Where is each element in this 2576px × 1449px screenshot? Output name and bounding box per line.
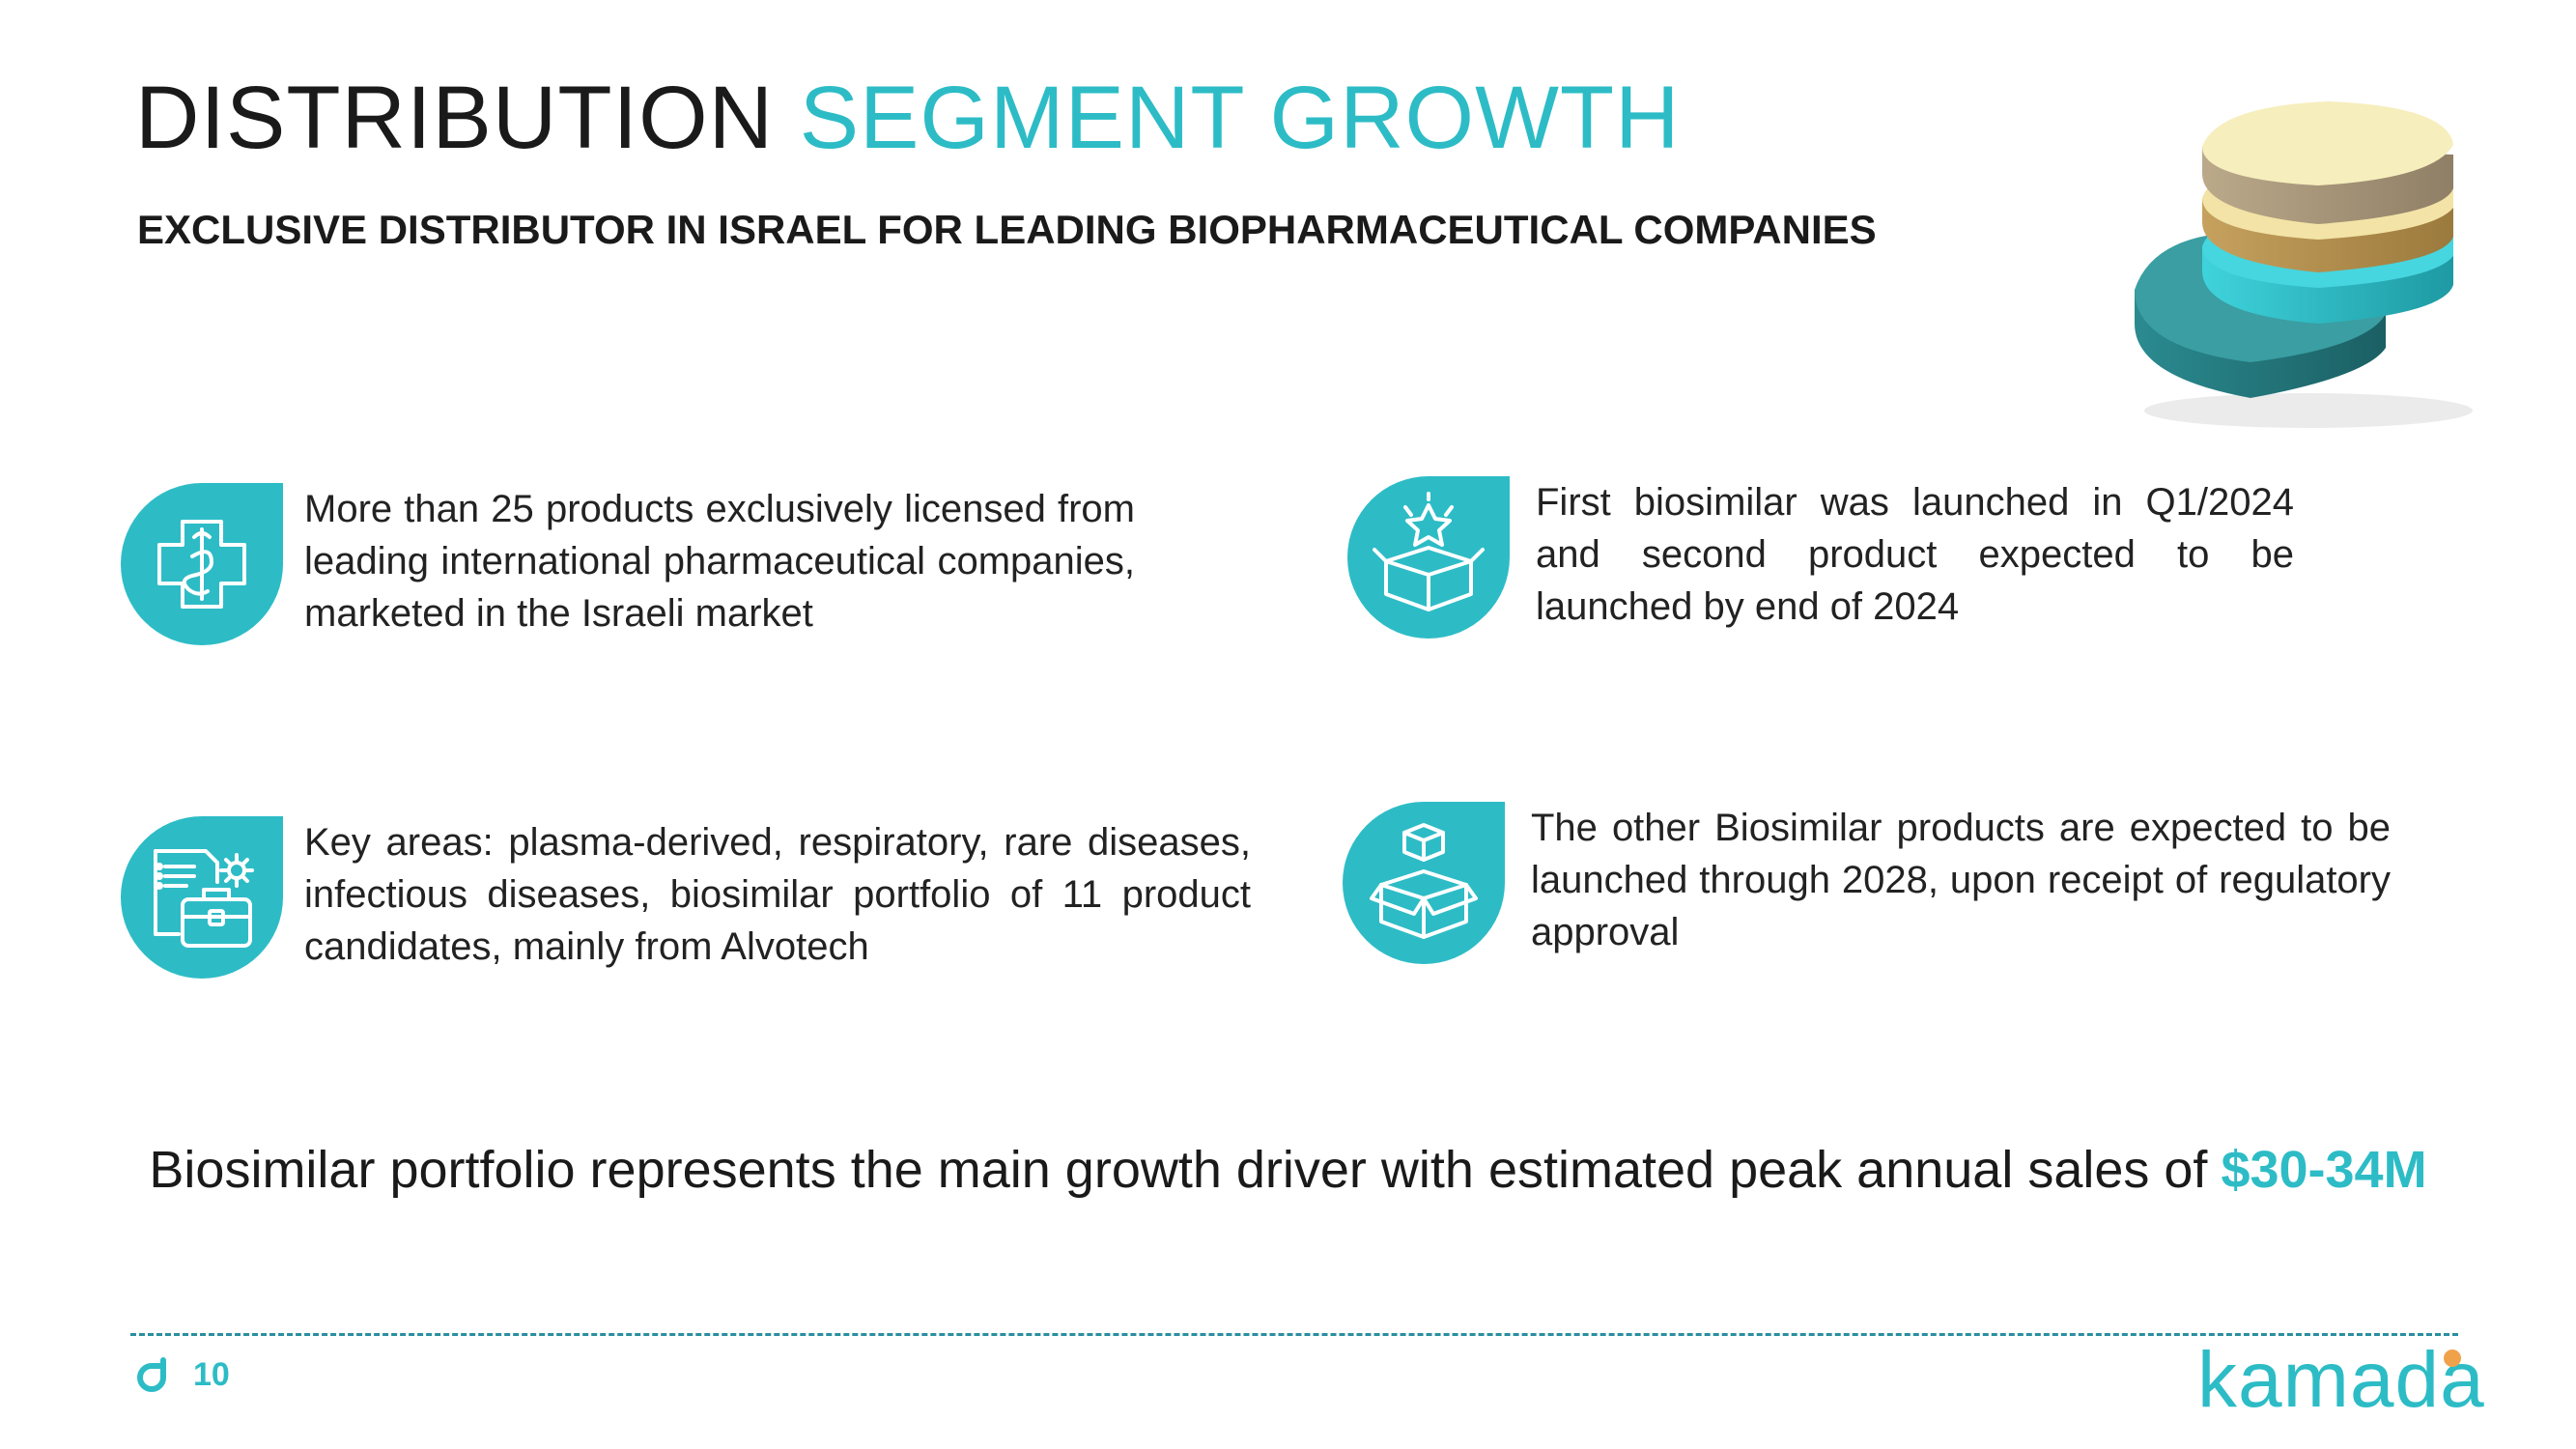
info-text-licensed-products: More than 25 products exclusively licens… [304,488,1135,635]
info-text-first-biosimilar: First biosimilar was launched in Q1/2024… [1536,481,2294,628]
growth-driver-callout: Biosimilar portfolio represents the main… [0,1140,2576,1200]
page-title: DISTRIBUTION SEGMENT GROWTH [135,69,1681,167]
info-text-other-biosimilars: The other Biosimilar products are expect… [1531,807,2391,953]
kamada-logo: kamada [2197,1336,2485,1424]
callout-text: Biosimilar portfolio represents the main… [149,1141,2208,1199]
page-subtitle: EXCLUSIVE DISTRIBUTOR IN ISRAEL FOR LEAD… [137,207,1877,252]
title-main: DISTRIBUTION [135,69,775,167]
launch-box-icon [1347,476,1510,639]
info-text-key-areas: Key areas: plasma-derived, respiratory, … [304,821,1251,968]
stacked-layers-illustration [2135,101,2473,428]
logo-dot [2444,1350,2461,1367]
title-accent: SEGMENT GROWTH [799,69,1681,167]
portfolio-briefcase-icon [121,816,283,979]
footer-divider [130,1333,2458,1336]
medical-cross-icon [121,483,283,645]
kamada-mark-icon [137,1357,166,1392]
peak-sales-amount: $30-34M [2221,1141,2427,1199]
page-number: 10 [193,1356,230,1393]
boxes-icon [1343,802,1505,964]
